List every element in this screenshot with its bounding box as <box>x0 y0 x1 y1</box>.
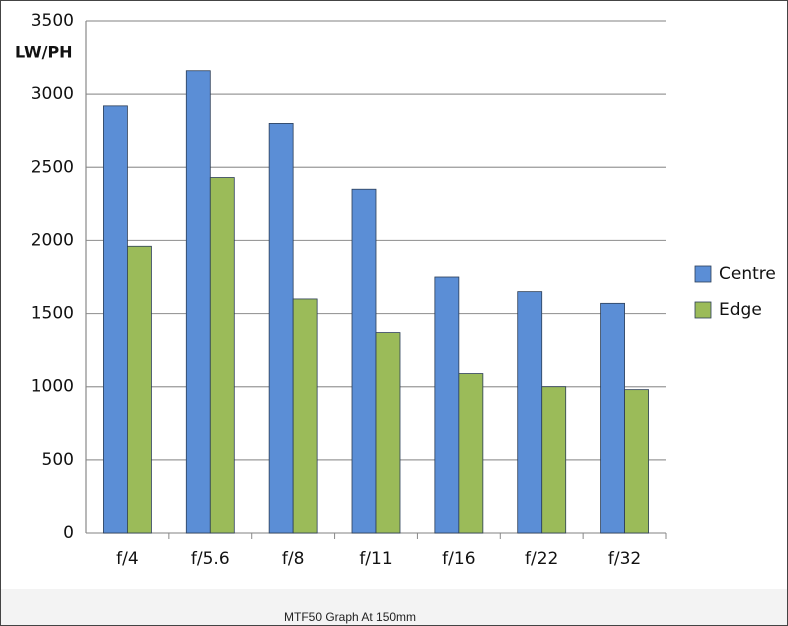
y-axis-label: LW/PH <box>15 43 73 62</box>
x-tick-label: f/5.6 <box>191 549 230 569</box>
bar <box>292 298 318 534</box>
chart: LW/PH 0 500 1000 1500 2000 2500 3000 3500 f/4 f/5… <box>15 11 776 569</box>
legend-label: Edge <box>719 300 762 320</box>
bar <box>185 70 211 534</box>
bar <box>624 389 649 534</box>
x-tick-label: f/22 <box>525 549 558 569</box>
bar <box>127 245 152 534</box>
x-tick-label: f/8 <box>282 549 305 569</box>
bar <box>434 276 460 534</box>
bar <box>375 332 401 534</box>
bar <box>541 386 567 534</box>
bar <box>458 373 484 534</box>
legend-swatch <box>694 265 712 283</box>
legend-label: Centre <box>719 264 776 284</box>
y-tick-label: 1500 <box>31 304 74 324</box>
bar <box>351 188 377 534</box>
y-tick-label: 3500 <box>31 11 74 31</box>
bar <box>600 302 625 534</box>
x-tick-label: f/32 <box>608 549 641 569</box>
y-tick-label: 2500 <box>31 157 74 177</box>
x-tick-label: f/16 <box>442 549 475 569</box>
x-tick-label: f/11 <box>359 549 392 569</box>
bar <box>103 105 128 534</box>
y-tick-label: 0 <box>63 523 74 543</box>
bar <box>517 291 543 534</box>
y-tick-label: 2000 <box>31 230 74 250</box>
y-tick-label: 500 <box>42 450 74 470</box>
x-tick-label: f/4 <box>116 549 139 569</box>
caption: MTF50 Graph At 150mm <box>284 610 417 624</box>
y-tick-label: 3000 <box>31 84 74 104</box>
bar <box>209 177 235 534</box>
legend-swatch <box>694 301 712 319</box>
caption-bar <box>1 589 787 625</box>
bar <box>268 123 294 534</box>
y-tick-label: 1000 <box>31 377 74 397</box>
